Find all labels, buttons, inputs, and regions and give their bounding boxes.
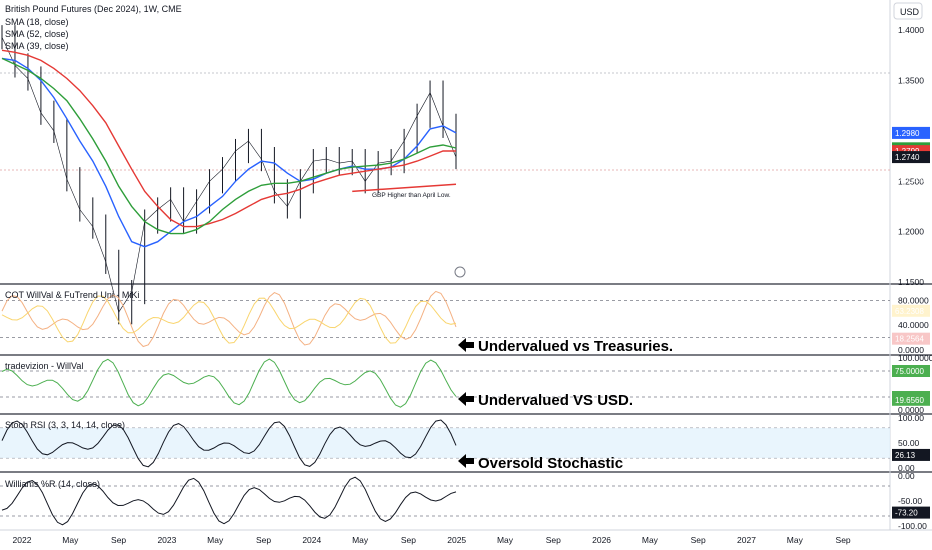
currency-button-label[interactable]: USD	[900, 7, 920, 17]
annotation-april-low: GBP Higher than April Low.	[372, 192, 451, 199]
time-tick-label: 2022	[13, 535, 32, 545]
time-tick-label: May	[497, 535, 514, 545]
sma18-line	[1, 57, 457, 248]
value-badge	[892, 506, 930, 519]
indicator-tick-label: 0.0000	[898, 405, 924, 415]
value-badge	[892, 393, 930, 406]
indicator-tick-label: -100.00	[898, 521, 927, 531]
currency-button[interactable]	[893, 2, 923, 20]
indicator-tick-label: -50.00	[898, 496, 922, 506]
stochrsi-band	[0, 428, 890, 458]
price-tick-label: 1.2500	[898, 176, 924, 186]
value-badge	[892, 365, 930, 377]
willval-line	[1, 358, 457, 408]
study-sma52-label[interactable]: SMA (52, close)	[5, 29, 69, 39]
time-tick-label: May	[62, 535, 79, 545]
price-tick-label: 1.1500	[898, 277, 924, 287]
stochrsi-pane-title[interactable]: Stoch RSI (3, 3, 14, 14, close)	[5, 420, 125, 430]
value-badge	[892, 126, 930, 139]
value-badge-text: 1.2740	[895, 153, 920, 162]
indicator-tick-label: 0.0000	[898, 345, 924, 355]
indicator-tick-label: 0.00	[898, 471, 915, 481]
value-badge	[892, 304, 930, 317]
annotation-arrow-icon	[458, 338, 474, 352]
axis-layer: 1.40001.35001.30001.25001.20001.150080.0…	[13, 25, 932, 545]
indicator-tick-label: 80.0000	[898, 295, 929, 305]
indicator-tick-label: 100.0000	[898, 353, 932, 363]
price-close-line	[1, 37, 457, 313]
clock-icon	[454, 266, 466, 278]
time-tick-label: Sep	[256, 535, 271, 545]
time-tick-label: May	[207, 535, 224, 545]
time-tick-label: Sep	[401, 535, 416, 545]
cot-futrend-line	[1, 295, 457, 344]
cot-willval-line	[1, 290, 457, 348]
williams-r-line	[1, 476, 457, 526]
value-badge	[892, 448, 930, 461]
price-tick-label: 1.4000	[898, 25, 924, 35]
cot-pane-title[interactable]: COT WillVal & FuTrend Uni - MiKi	[5, 290, 139, 300]
annotation-arrow-icon	[458, 392, 474, 406]
pane-structure	[0, 0, 932, 531]
value-badge	[892, 332, 930, 345]
indicator-tick-label: 40.0000	[898, 320, 929, 330]
value-badge-text: 26.13	[895, 451, 916, 460]
time-tick-label: 2023	[157, 535, 176, 545]
time-tick-label: 2025	[447, 535, 466, 545]
april-low-support-line	[352, 183, 457, 193]
value-badge-text: 1.2980	[895, 129, 920, 138]
time-tick-label: Sep	[111, 535, 126, 545]
time-tick-label: Sep	[836, 535, 851, 545]
value-badge-text: 63.2308	[895, 307, 924, 316]
countdown-label: 4d 20h	[900, 175, 924, 184]
price-tick-label: 1.3500	[898, 76, 924, 86]
value-badge-text: 18.2564	[895, 335, 924, 344]
value-badge-text: 75.0000	[895, 367, 924, 376]
indicator-tick-label: 100.00	[898, 413, 924, 423]
willval-pane-title[interactable]: tradevizion - WillVal	[5, 361, 83, 371]
time-tick-label: Sep	[691, 535, 706, 545]
time-tick-label: May	[642, 535, 659, 545]
time-tick-label: 2024	[302, 535, 321, 545]
indicator-tick-label: 0.00	[898, 463, 915, 473]
study-sma39-label[interactable]: SMA (39, close)	[5, 41, 69, 51]
annotation-usd: Undervalued VS USD.	[478, 392, 633, 409]
value-badge-text: -73.20	[895, 509, 918, 518]
time-tick-label: 2026	[592, 535, 611, 545]
time-tick-label: May	[787, 535, 804, 545]
price-tick-label: 1.2000	[898, 227, 924, 237]
time-tick-label: May	[352, 535, 369, 545]
value-badge	[892, 151, 930, 164]
value-badge-text: 19.6560	[895, 396, 924, 405]
annotation-stochastic: Oversold Stochastic	[478, 455, 623, 472]
time-tick-label: 2027	[737, 535, 756, 545]
annotation-treasuries: Undervalued vs Treasuries.	[478, 338, 673, 355]
stochrsi-k-line	[1, 419, 457, 468]
sma52-line	[1, 49, 456, 228]
series-layer	[1, 25, 474, 526]
chart-title: British Pound Futures (Dec 2024), 1W, CM…	[5, 4, 182, 14]
study-sma18-label[interactable]: SMA (18, close)	[5, 17, 69, 27]
annotation-arrow-icon	[458, 454, 474, 468]
sma39-line	[1, 57, 457, 235]
indicator-tick-label: 50.00	[898, 438, 920, 448]
williams-pane-title[interactable]: Williams %R (14, close)	[5, 479, 100, 489]
time-tick-label: Sep	[546, 535, 561, 545]
